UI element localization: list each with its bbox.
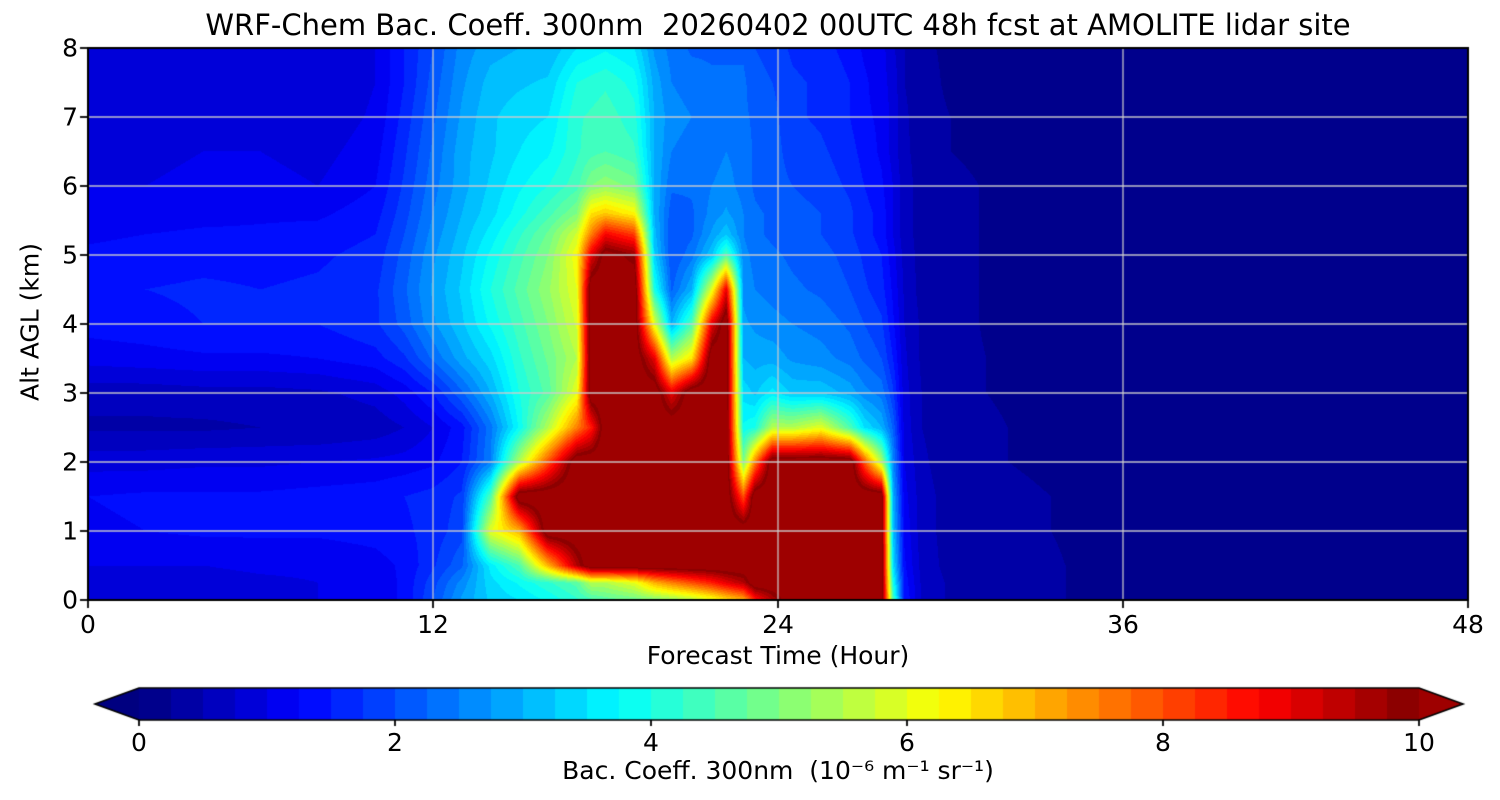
tick-label: 48 xyxy=(1452,610,1484,639)
tick-label: 8 xyxy=(1155,728,1171,757)
tick-label: 4 xyxy=(643,728,659,757)
tick-label: 6 xyxy=(899,728,915,757)
colorbar-label: Bac. Coeff. 300nm (10⁻⁶ m⁻¹ sr⁻¹) xyxy=(562,756,994,785)
tick-label: 3 xyxy=(62,378,78,408)
tick-label: 2 xyxy=(387,728,403,757)
tick-label: 12 xyxy=(417,610,449,639)
tick-label: 24 xyxy=(762,610,794,639)
tick-label: 0 xyxy=(80,610,96,639)
x-axis-label: Forecast Time (Hour) xyxy=(646,641,910,670)
tick-label: 7 xyxy=(62,102,78,132)
tick-label: 4 xyxy=(62,309,78,339)
tick-label: 2 xyxy=(62,447,78,477)
tick-label: 0 xyxy=(62,585,78,615)
tick-label: 5 xyxy=(62,240,78,270)
tick-label: 8 xyxy=(62,33,78,63)
tick-label: 10 xyxy=(1403,728,1435,757)
tick-label: 0 xyxy=(131,728,147,757)
tick-label: 36 xyxy=(1107,610,1139,639)
chart-title: WRF-Chem Bac. Coeff. 300nm 20260402 00UT… xyxy=(205,8,1351,42)
tick-label: 6 xyxy=(62,171,78,201)
tick-label: 1 xyxy=(62,516,78,546)
